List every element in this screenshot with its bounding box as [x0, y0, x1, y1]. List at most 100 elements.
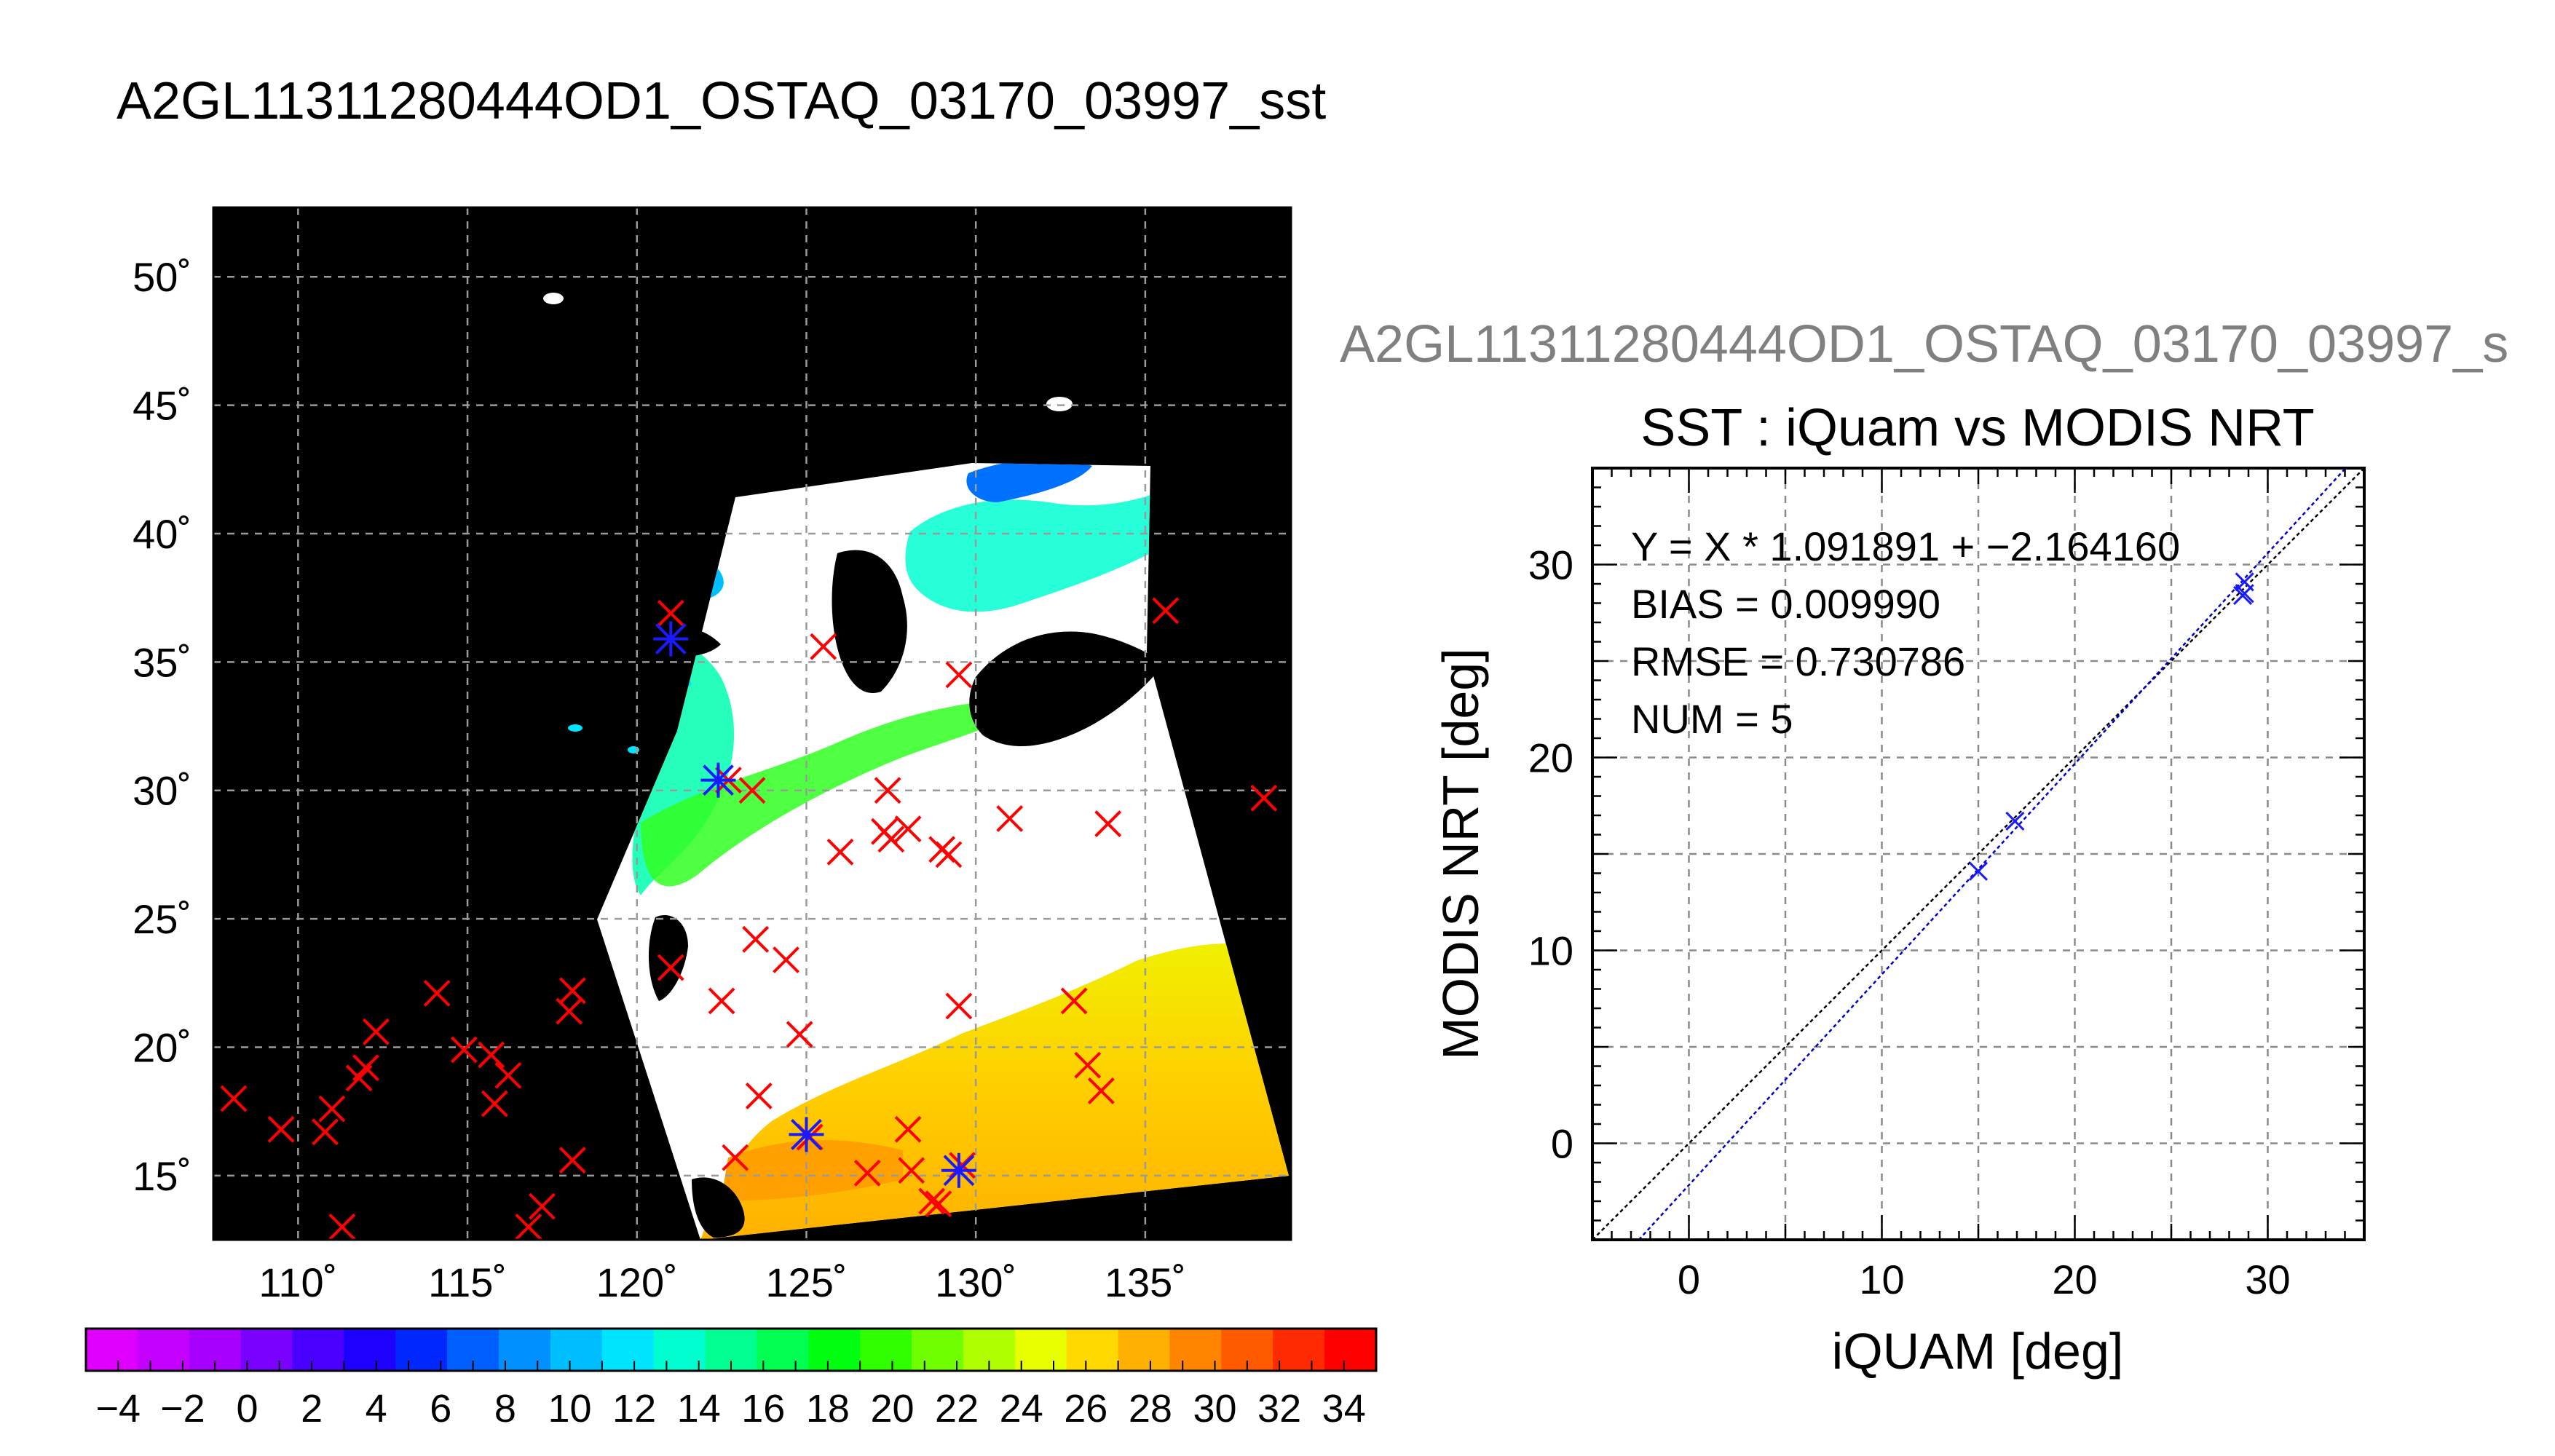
map-lon-tick-label: 125˚ [765, 1259, 847, 1305]
insitu-marker-red [558, 977, 586, 1005]
marker-stroke [494, 1061, 522, 1089]
colorbar-segment [550, 1329, 603, 1371]
colorbar-label: 6 [430, 1387, 451, 1431]
insitu-marker-red [352, 1054, 379, 1082]
colorbar-segment [1273, 1329, 1325, 1371]
point-stroke [2232, 585, 2253, 605]
marker-stroke [1074, 1051, 1102, 1079]
insitu-marker-red [1074, 1051, 1102, 1079]
map-lat-tick-label: 20˚ [133, 1024, 191, 1070]
marker-stroke [945, 661, 973, 689]
marker-stroke [1087, 1077, 1115, 1104]
insitu-marker-red [267, 1115, 295, 1143]
insitu-marker-red [742, 925, 770, 953]
insitu-marker-red [478, 1041, 505, 1069]
map-lat-tick-label: 25˚ [133, 896, 191, 942]
insitu-marker-red [722, 1144, 749, 1171]
scatter-x-tick-label: 20 [2052, 1257, 2097, 1302]
scatter-stats: Y = X * 1.091891 + −2.164160 BIAS = 0.009… [1631, 523, 2180, 742]
insitu-marker-red [745, 1083, 773, 1109]
insitu-marker-red [918, 1187, 946, 1215]
map-lon-tick-label: 110˚ [258, 1259, 337, 1305]
colorbar-segment [1118, 1329, 1170, 1371]
insitu-marker-red [362, 1018, 390, 1045]
map-lat-tick-label: 45˚ [133, 383, 191, 429]
cloud-speck [1046, 397, 1073, 411]
insitu-marker-red [853, 1159, 881, 1187]
map-lat-tick-label: 50˚ [133, 254, 191, 300]
colorbar-frame [84, 1327, 1378, 1372]
insitu-marker-red [1094, 810, 1122, 837]
marker-stroke [362, 1018, 390, 1045]
insitu-marker-red [494, 1061, 522, 1089]
colorbar-label: 32 [1257, 1387, 1301, 1431]
marker-stroke [925, 1190, 952, 1218]
marker-stroke [786, 1021, 813, 1048]
marker-stroke [267, 1115, 295, 1143]
map-lat-tick-label: 40˚ [133, 511, 191, 557]
insitu-marker-red [450, 1036, 478, 1064]
scatter-y-tick-label: 30 [1528, 542, 1573, 588]
cloud-speck [543, 293, 564, 304]
regression-line [1638, 467, 2347, 1241]
scatter-point [2005, 811, 2025, 831]
map-lon-tick-label: 120˚ [596, 1259, 678, 1305]
insitu-marker-red [515, 1213, 542, 1241]
scatter-lines [1592, 467, 2365, 1241]
sst-map: 110˚ 115˚ 120˚ 125˚ 130˚ 135˚ 15˚ 20˚ 25˚ 30˚ 35˚ 4… [133, 206, 1292, 1305]
marker-stroke [558, 1147, 586, 1174]
marker-stroke [556, 997, 583, 1025]
marker-stroke [853, 1159, 881, 1187]
marker-stroke [352, 1054, 379, 1082]
scatter-stat-line: RMSE = 0.730786 [1631, 638, 1965, 684]
colorbar-label: 22 [935, 1387, 979, 1431]
insitu-marker-red [481, 1090, 508, 1117]
marker-stroke [657, 954, 684, 981]
scatter-x-tick-label: 30 [2245, 1257, 2290, 1302]
insitu-marker-red [708, 987, 735, 1015]
insitu-marker-red [1087, 1077, 1115, 1104]
colorbar-segment [808, 1329, 861, 1371]
insitu-marker-red [1152, 597, 1180, 625]
marker-stroke [318, 1095, 346, 1123]
marker-stroke [328, 1213, 356, 1241]
cloud-speck [568, 724, 583, 732]
marker-stroke [918, 1187, 946, 1215]
colorbar-segment [601, 1329, 655, 1371]
insitu-marker-blue [653, 621, 689, 657]
insitu-marker-red [657, 599, 684, 627]
scatter-points [1968, 572, 2254, 881]
figure-title: A2GL11311280444OD1_OSTAQ_03170_03997_sst [117, 72, 1327, 130]
marker-stroke [1060, 987, 1088, 1015]
colorbar-label: 10 [548, 1387, 591, 1431]
insitu-marker-blue [941, 1152, 976, 1188]
insitu-marker-red [558, 1147, 586, 1174]
marker-stroke [1094, 810, 1122, 837]
scatter-frame [1591, 467, 2366, 1241]
colorbar-segment [395, 1329, 448, 1371]
insitu-marker-red [894, 1115, 922, 1143]
insitu-marker-red [312, 1118, 339, 1146]
colorbar-segment [912, 1329, 964, 1371]
scatter-y-tick-label: 0 [1551, 1121, 1573, 1167]
insitu-marker-red [945, 661, 973, 689]
insitu-marker-red [220, 1085, 248, 1112]
map-lon-tick-label: 130˚ [935, 1259, 1016, 1305]
scatter-stat-line: BIAS = 0.009990 [1631, 581, 1940, 627]
insitu-marker-red [1250, 784, 1278, 812]
marker-stroke [423, 979, 451, 1007]
marker-stroke [810, 633, 837, 660]
insitu-marker-red [423, 979, 451, 1007]
colorbar-label: 16 [741, 1387, 785, 1431]
colorbar-label: −4 [96, 1387, 141, 1431]
map-tick-labels: 110˚ 115˚ 120˚ 125˚ 130˚ 135˚ 15˚ 20˚ 25˚ 30˚ 35˚ 4… [133, 254, 1186, 1305]
insitu-marker-red [786, 1021, 813, 1048]
insitu-marker-red [810, 633, 837, 660]
colorbar-label: 8 [494, 1387, 516, 1431]
insitu-marker-blue [700, 762, 736, 798]
insitu-markers [220, 597, 1278, 1241]
insitu-marker-red [925, 1190, 952, 1218]
colorbar-segment [240, 1329, 293, 1371]
marker-stroke [478, 1041, 505, 1069]
